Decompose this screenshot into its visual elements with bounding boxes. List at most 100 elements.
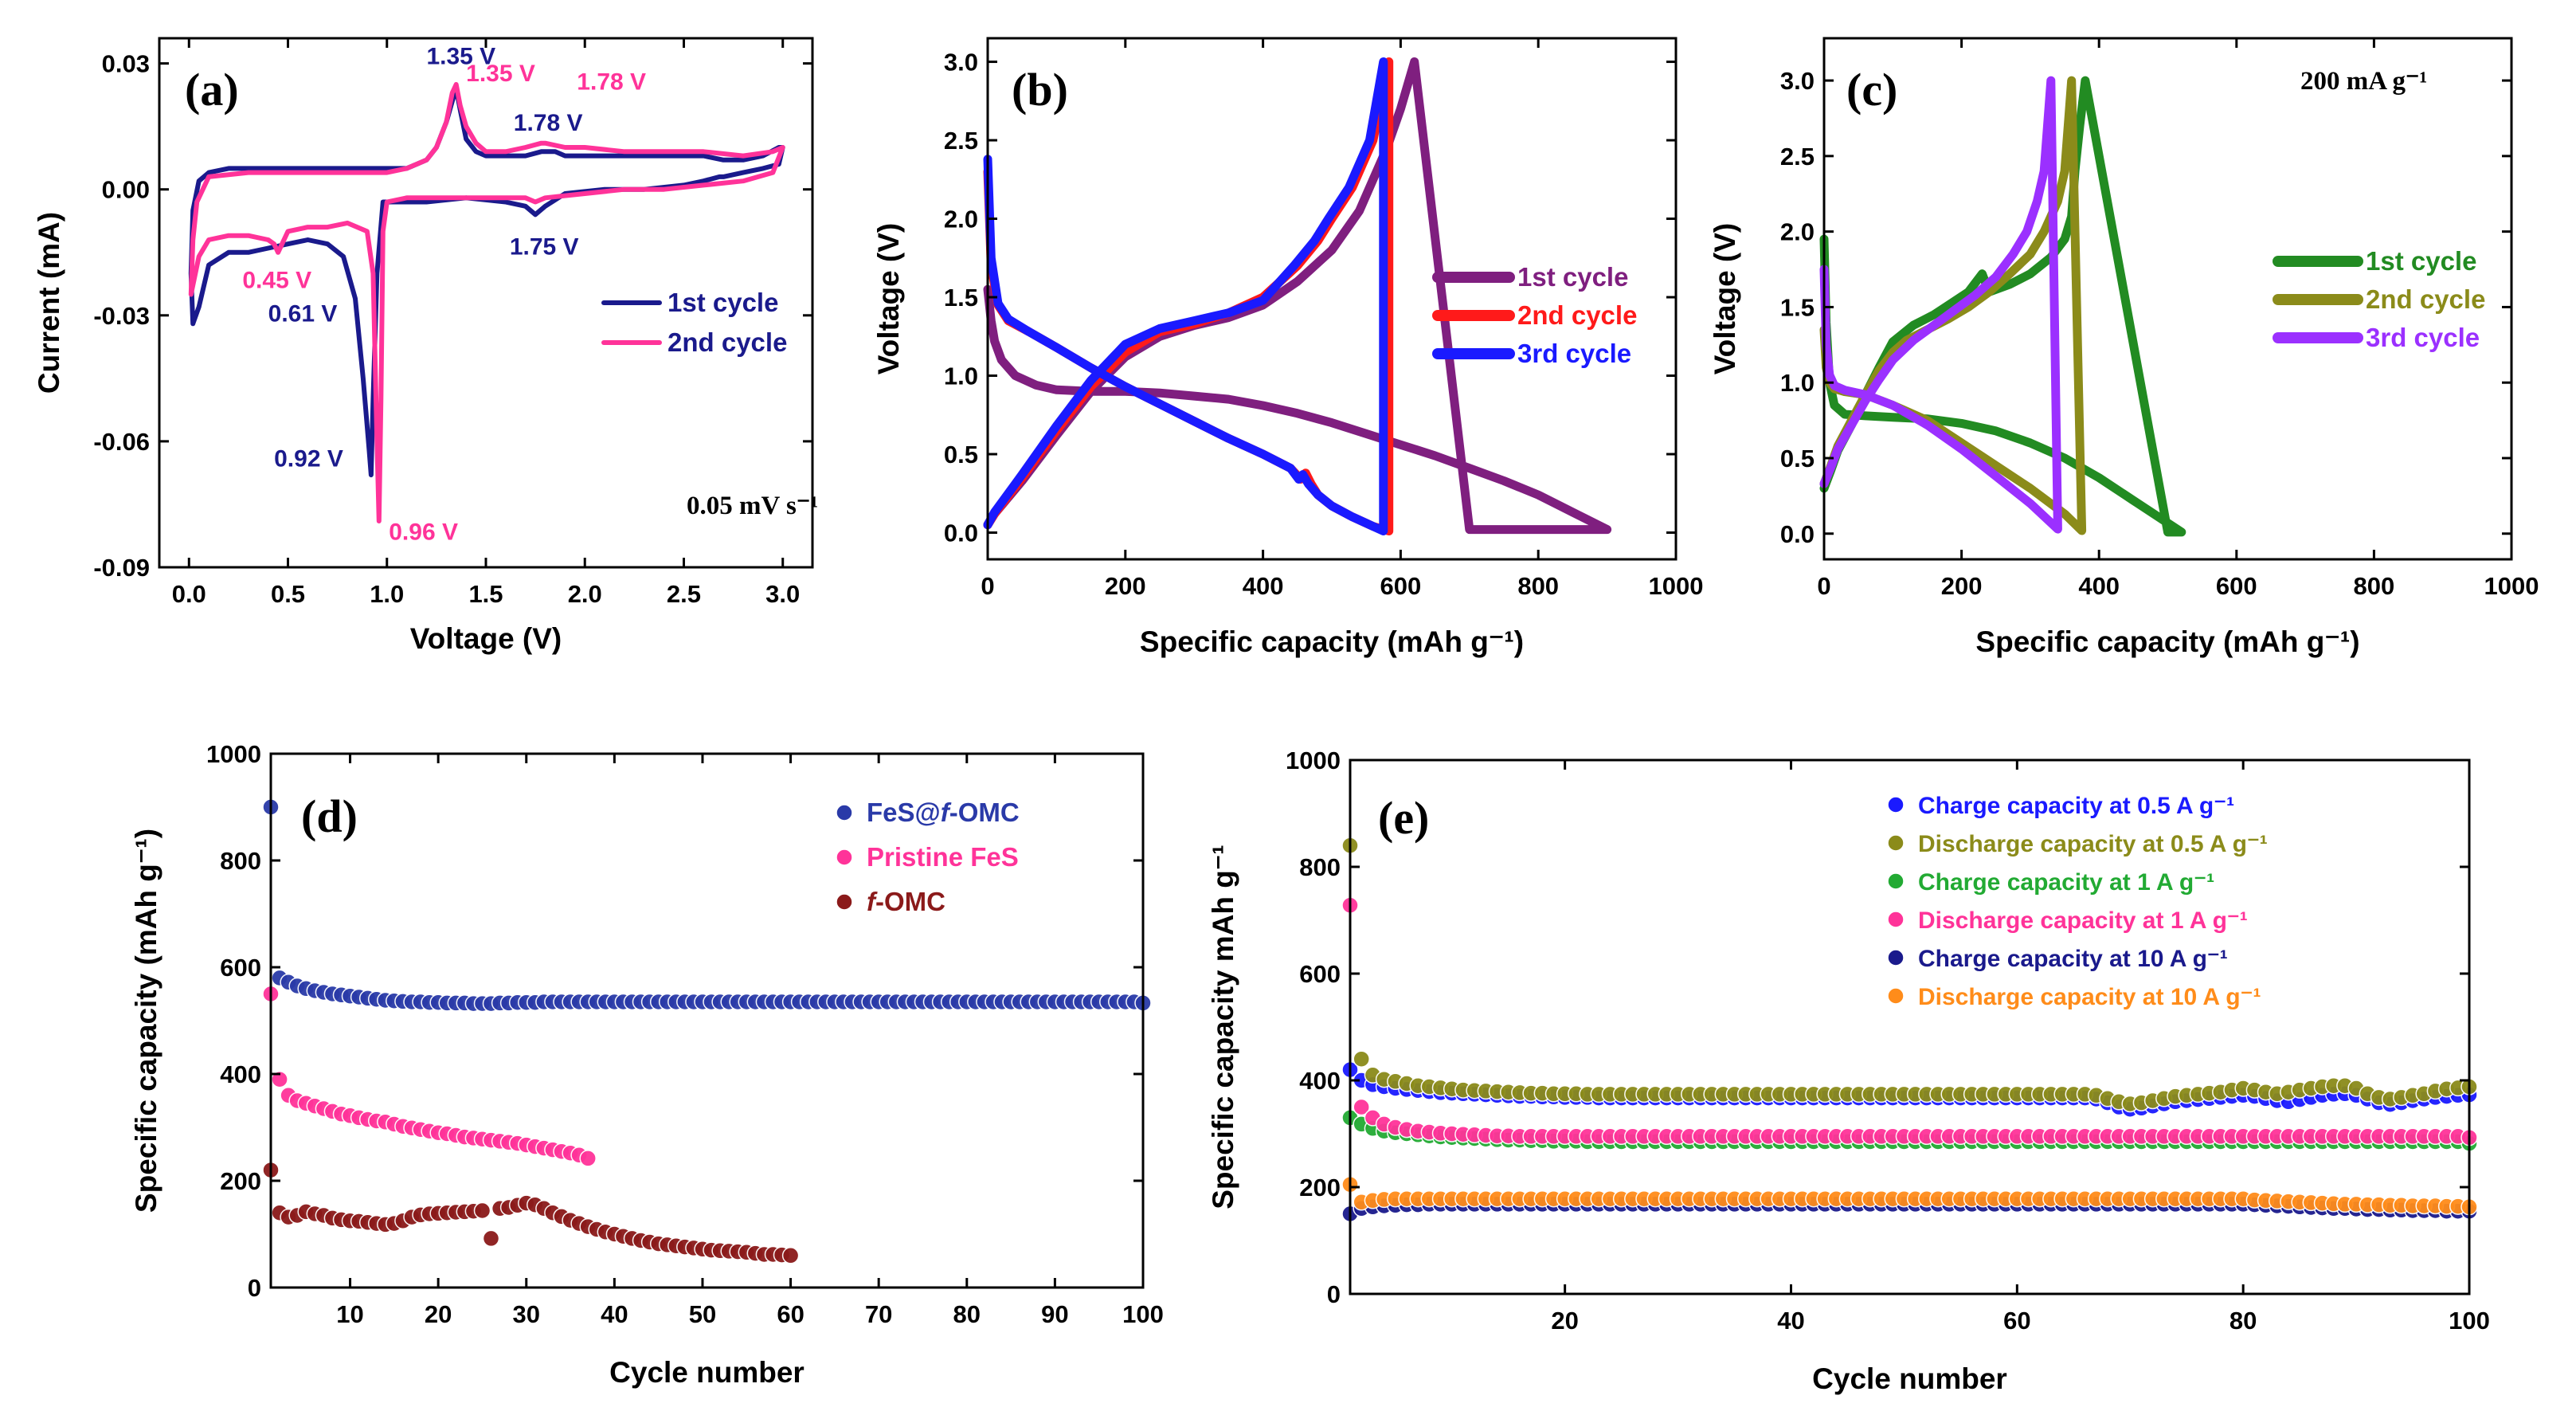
legend-label-prefix: FeS@ [867,798,941,827]
x-tick-label: 1000 [2484,572,2539,600]
y-axis-label: Voltage (V) [872,223,905,375]
y-tick-label: -0.06 [93,428,150,456]
legend-label-suffix: -OMC [949,798,1020,827]
x-axis-label: Cycle number [1812,1362,2007,1395]
y-tick-label: 2.0 [944,206,978,233]
y-tick-label: 400 [1299,1067,1341,1095]
legend: 1st cycle 2nd cycle 3rd cycle [2273,246,2485,352]
y-tick-label: 600 [220,954,261,982]
y-tick-label: 0.5 [1780,445,1815,472]
legend-swatch [1887,949,1905,966]
y-axis-label: Specific capacity mAh g⁻¹ [1207,845,1239,1209]
data-point [482,1229,500,1248]
peak-annotation: 0.92 V [274,446,343,472]
y-tick-label: 1.0 [1780,369,1815,397]
legend-label: Discharge capacity at 1 A g⁻¹ [1918,907,2248,934]
y-tick-label: 200 [220,1167,261,1195]
x-tick-label: 0.0 [172,580,206,608]
panel-d: 10 20 30 40 50 60 70 80 90 10002004006008001000Cy… [130,740,1164,1389]
legend-swatch [1887,872,1905,890]
y-tick-label: 1.0 [944,363,978,390]
x-axis-label: Specific capacity (mAh g⁻¹) [1140,625,1524,658]
legend-label: 2nd cycle [2366,284,2485,314]
legend: 1st cycle 2nd cycle [601,288,787,357]
y-tick-label: 0.03 [102,50,150,78]
data-point [473,1201,491,1220]
x-tick-label: 70 [865,1300,892,1328]
panel-b: 0 200 400 600 800 1000 0.0 0.5 1.0 1.5 2.0 2.5 3.0 Sp… [872,37,1704,658]
x-axis-label: Voltage (V) [410,622,562,655]
x-tick-label: 1.5 [468,580,503,608]
legend-label: 2nd cycle [667,327,787,357]
peak-annotation: 0.61 V [268,301,338,327]
legend-label: 3rd cycle [1517,339,1631,368]
x-tick-label: 60 [2003,1307,2030,1335]
x-axis-label: Specific capacity (mAh g⁻¹) [1975,625,2359,658]
legend-label: 1st cycle [2366,246,2476,276]
legend-label-suffix: -OMC [875,887,945,916]
x-tick-label: 800 [1517,572,1559,600]
y-tick-label: 1000 [1286,747,1341,774]
panel-c: 0 200 400 600 800 1000 0.0 0.5 1.0 1.5 2.0 2.5 3.0 Sp… [1709,37,2539,658]
peak-annotation: 1.78 V [514,110,583,136]
series-line-3 [983,57,1388,535]
y-tick-label: 2.0 [1780,218,1815,246]
series-6 [1341,1175,2478,1216]
peak-annotation: 1.35 V [426,44,495,70]
x-tick-label: 30 [513,1300,540,1328]
legend-label: Charge capacity at 10 A g⁻¹ [1918,946,2228,972]
plot-frame [269,752,1145,1289]
x-tick-label: 100 [1122,1300,1164,1328]
x-tick-label: 60 [777,1300,804,1328]
x-tick-label: 80 [2230,1307,2257,1335]
y-tick-label: 3.0 [944,49,978,76]
x-tick-label: 200 [1941,572,1983,600]
series-line-2 [188,82,785,523]
y-tick-label: 0 [1327,1280,1341,1308]
y-tick-label: 0.0 [944,519,978,547]
legend-label: f-OMC [867,887,945,916]
x-tick-label: 40 [1777,1307,1804,1335]
legend-label: 1st cycle [667,288,778,317]
legend-swatch [1887,987,1905,1005]
x-tick-label: 1000 [1649,572,1704,600]
legend-label-italic: f [867,887,878,916]
x-tick-label: 0 [981,572,994,600]
y-tick-label: 1.5 [944,284,978,312]
x-tick-label: 20 [1551,1307,1578,1335]
series-line-2 [983,57,1394,535]
plot-frame [1349,758,2471,1295]
data-point [579,1150,597,1167]
legend-label: FeS@f-OMC [867,798,1020,827]
legend-swatch [1887,911,1905,928]
peak-annotation: 1.35 V [466,61,535,87]
legend-label: Charge capacity at 0.5 A g⁻¹ [1918,793,2234,819]
x-tick-label: 400 [1243,572,1284,600]
x-tick-label: 600 [2216,572,2257,600]
y-tick-label: -0.09 [93,554,150,582]
series-2 [1341,837,2478,1113]
y-tick-label: 0 [248,1274,261,1302]
x-tick-label: 20 [425,1300,452,1328]
x-tick-label: 1.0 [370,580,404,608]
panel-label: (d) [301,790,358,842]
legend-swatch [1887,796,1905,813]
x-tick-label: 50 [689,1300,716,1328]
series-line-1 [1819,76,2186,537]
legend-label: Charge capacity at 1 A g⁻¹ [1918,869,2214,896]
x-tick-label: 40 [601,1300,628,1328]
x-tick-label: 800 [2354,572,2395,600]
legend-swatch [836,849,853,866]
y-tick-label: -0.03 [93,302,150,330]
y-tick-label: 1000 [206,740,261,768]
y-tick-label: 0.00 [102,176,150,204]
x-tick-label: 0 [1817,572,1830,600]
legend: 1st cycle 2nd cycle 3rd cycle [1432,262,1637,368]
series-2 [262,985,597,1167]
series-3 [262,1161,800,1264]
panel-label: (b) [1012,64,1068,116]
legend-label-italic: f [941,798,952,827]
plot-frame [986,37,1678,561]
